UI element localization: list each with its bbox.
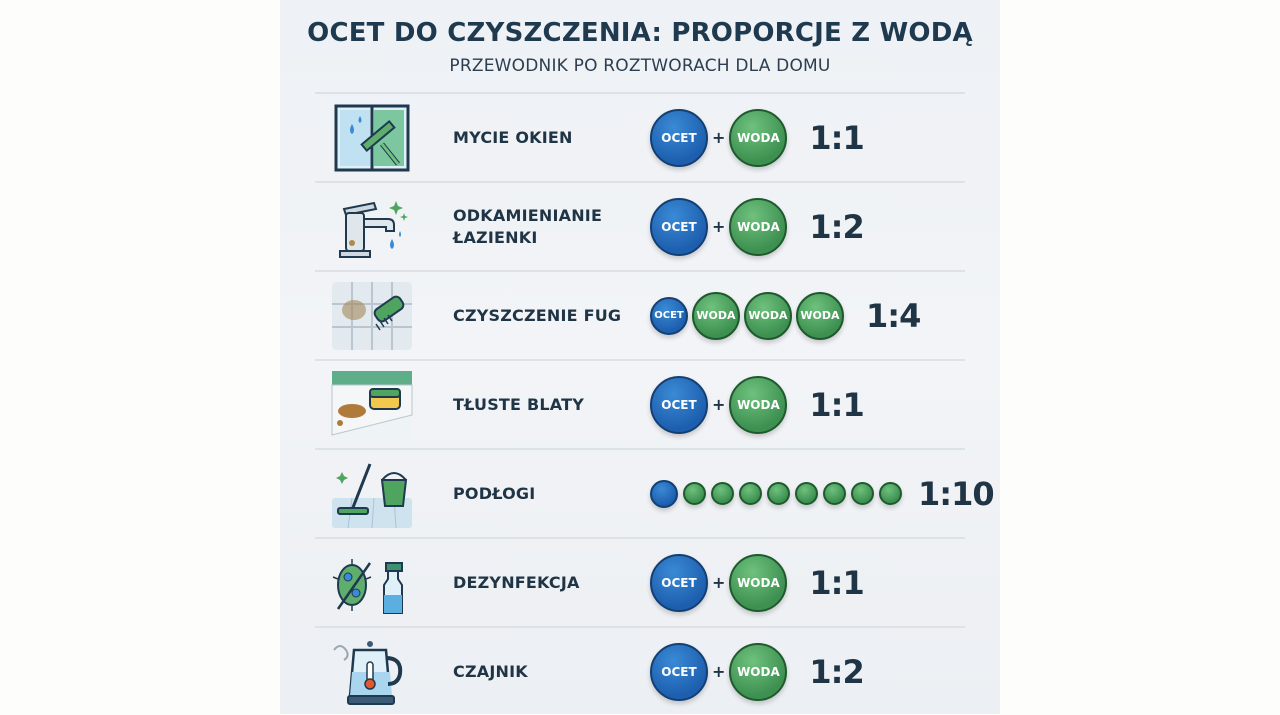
- row-label: PODŁOGI: [453, 483, 536, 503]
- mix-visual: OCET + WODA 1:1: [650, 94, 865, 181]
- ratio-row-bathroom: ODKAMIENIANIE ŁAZIENKI OCET + WODA 1:2: [315, 181, 965, 270]
- ratio-value: 1:2: [809, 207, 864, 246]
- water-circle: WODA: [729, 108, 788, 167]
- germ-spray-icon: [330, 547, 414, 619]
- page-subtitle: PRZEWODNIK PO ROZTWORACH DLA DOMU: [449, 56, 831, 76]
- row-label: DEZYNFEKCJA: [453, 572, 580, 592]
- row-label: CZYSZCZENIE FUG: [453, 305, 622, 325]
- kettle-icon: [330, 636, 414, 708]
- mop-bucket-icon: [330, 458, 414, 530]
- ratio-value: 1:1: [809, 563, 864, 602]
- ratio-row-grout: CZYSZCZENIE FUG OCET WODA WODA WODA 1:4: [315, 270, 965, 359]
- water-circle: [683, 482, 706, 505]
- mix-visual: OCET WODA WODA WODA 1:4: [650, 272, 921, 359]
- vinegar-circle: OCET: [650, 553, 708, 612]
- water-circle: [879, 482, 902, 505]
- row-label: CZAJNIK: [453, 661, 528, 681]
- ratio-value: 1:1: [809, 118, 864, 157]
- mix-visual: 1:10: [650, 450, 995, 537]
- mix-visual: OCET + WODA 1:2: [650, 183, 865, 270]
- water-circle: [851, 482, 874, 505]
- water-circle: WODA: [729, 553, 788, 612]
- plus-sign: +: [712, 217, 726, 236]
- row-label: TŁUSTE BLATY: [453, 394, 584, 414]
- plus-sign: +: [712, 395, 726, 414]
- vinegar-circle: OCET: [650, 642, 708, 701]
- plus-sign: +: [712, 573, 726, 592]
- water-circle: WODA: [744, 291, 792, 340]
- plus-sign: +: [712, 128, 726, 147]
- vinegar-circle: OCET: [650, 197, 708, 256]
- water-circle: [739, 482, 762, 505]
- row-label: MYCIE OKIEN: [453, 127, 573, 147]
- water-circle: WODA: [729, 375, 788, 434]
- tile-brush-icon: [330, 280, 414, 352]
- mix-visual: OCET + WODA 1:1: [650, 539, 865, 626]
- ratio-row-floors: PODŁOGI 1:10: [315, 448, 995, 537]
- water-circle: [795, 482, 818, 505]
- ratio-row-disinfection: DEZYNFEKCJA OCET + WODA 1:1: [315, 537, 965, 626]
- ratio-value: 1:1: [809, 385, 864, 424]
- ratio-row-kettle: CZAJNIK OCET + WODA 1:2: [315, 626, 965, 715]
- plus-sign: +: [712, 662, 726, 681]
- vinegar-circle: [650, 479, 678, 508]
- ratio-row-countertop: TŁUSTE BLATY OCET + WODA 1:1: [315, 359, 965, 448]
- water-circle: WODA: [692, 291, 740, 340]
- faucet-icon: [330, 191, 414, 263]
- row-label: ODKAMIENIANIE ŁAZIENKI: [453, 205, 603, 247]
- ratio-row-window: MYCIE OKIEN OCET + WODA 1:1: [315, 92, 965, 181]
- water-circle: [711, 482, 734, 505]
- mix-visual: OCET + WODA 1:2: [650, 628, 865, 715]
- water-circle: [823, 482, 846, 505]
- vinegar-circle: OCET: [650, 108, 708, 167]
- page-title: OCET DO CZYSZCZENIA: PROPORCJE Z WODĄ: [307, 18, 973, 48]
- water-circle: WODA: [729, 642, 788, 701]
- infographic-panel: OCET DO CZYSZCZENIA: PROPORCJE Z WODĄ PR…: [280, 0, 1000, 714]
- window-squeegee-icon: [330, 102, 414, 174]
- vinegar-circle: OCET: [650, 296, 688, 335]
- ratio-value: 1:4: [866, 296, 921, 335]
- ratio-value: 1:10: [918, 474, 995, 513]
- mix-visual: OCET + WODA 1:1: [650, 361, 865, 448]
- ratio-list: MYCIE OKIEN OCET + WODA 1:1: [315, 92, 995, 715]
- water-circle: WODA: [729, 197, 788, 256]
- water-circle: [767, 482, 790, 505]
- ratio-value: 1:2: [809, 652, 864, 691]
- vinegar-circle: OCET: [650, 375, 708, 434]
- sponge-countertop-icon: [330, 369, 414, 441]
- water-circle: WODA: [796, 291, 844, 340]
